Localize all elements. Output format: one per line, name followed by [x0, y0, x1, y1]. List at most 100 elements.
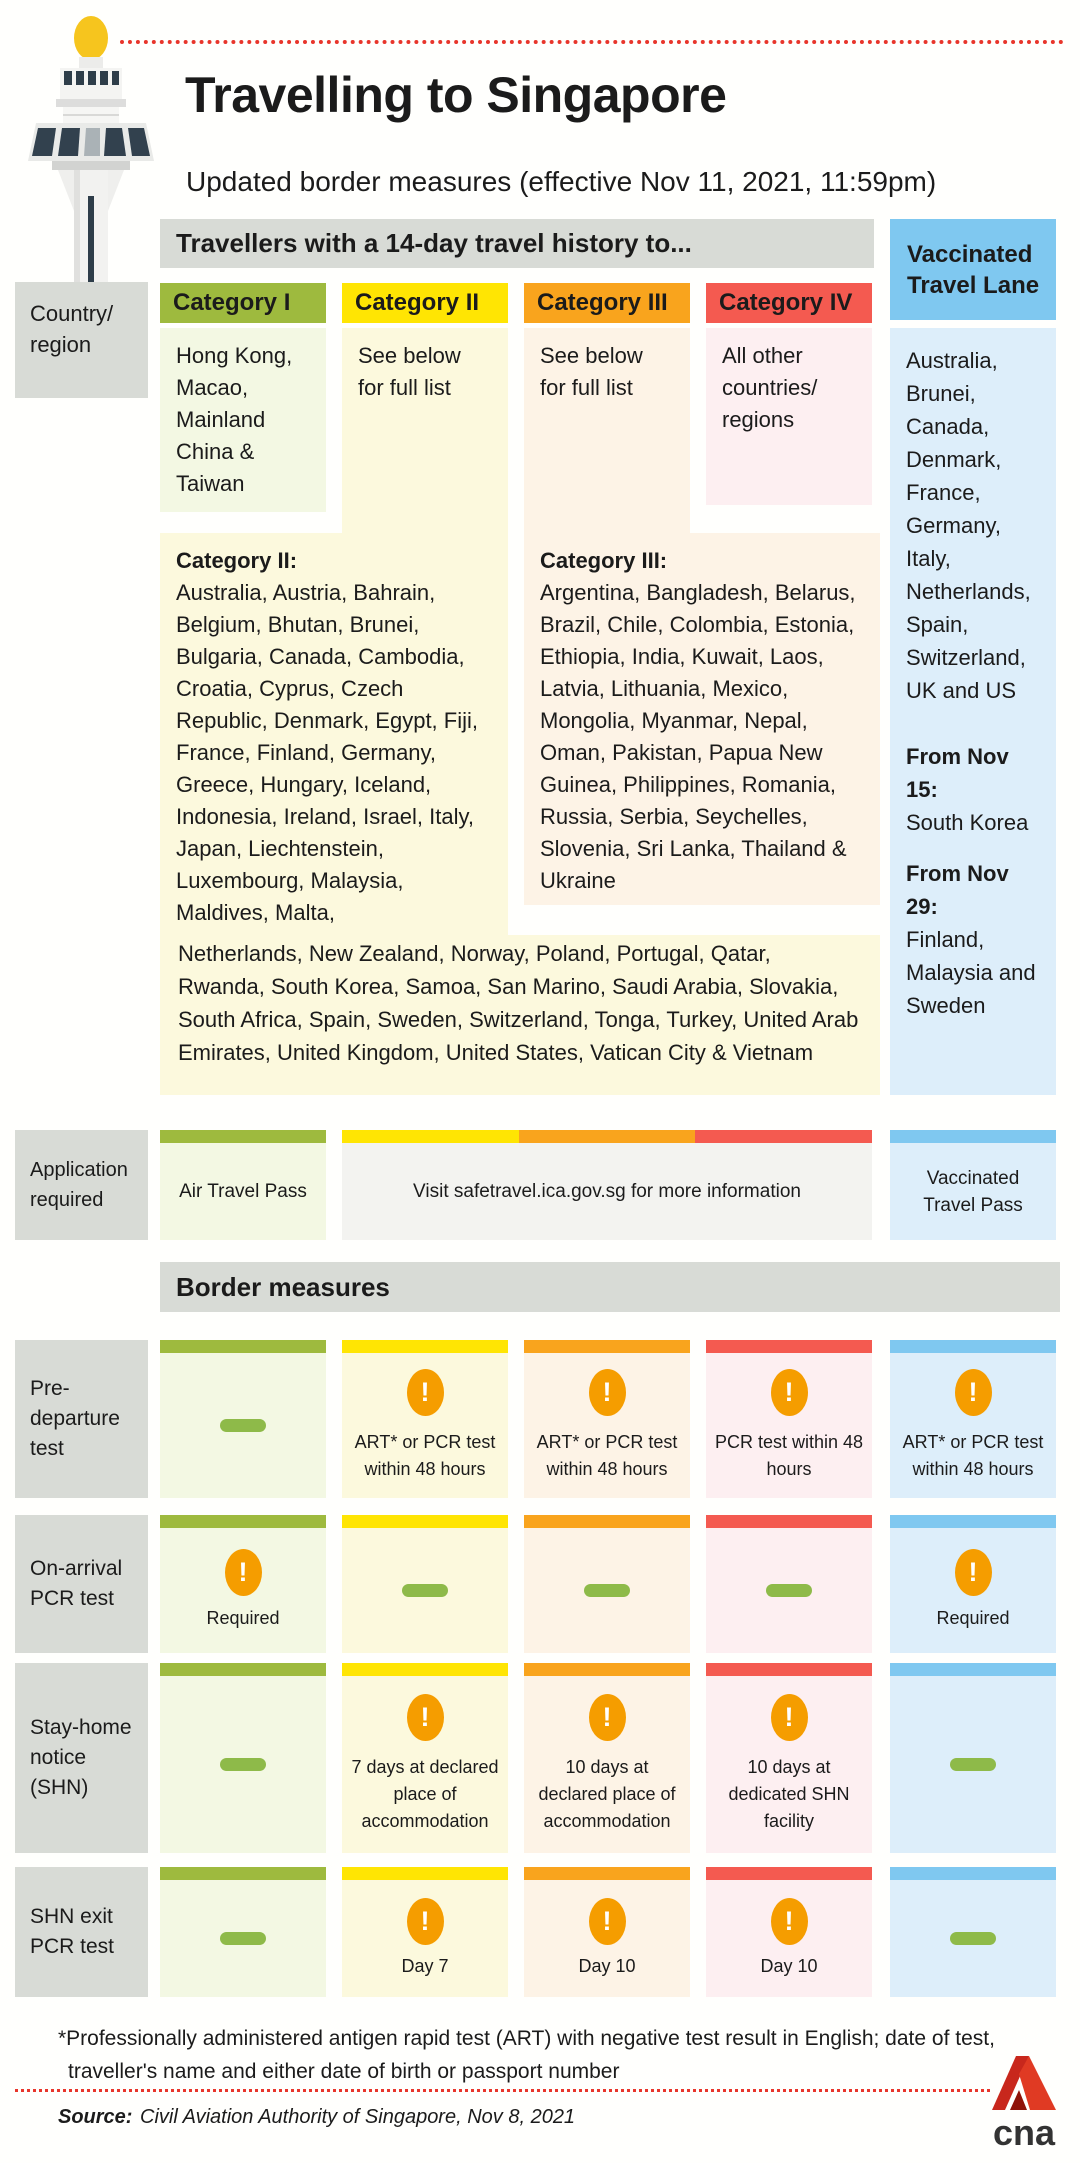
- cell-text: Required: [936, 1608, 1010, 1628]
- row-label: Stay-home notice (SHN): [15, 1663, 148, 1853]
- country-region-label: Country/ region: [15, 282, 148, 398]
- bottom-dotted-divider: [15, 2089, 990, 2092]
- cell-text: Day 10: [578, 1955, 636, 1976]
- measure-row-on-arrival: On-arrival PCR test ! Required ! Require…: [0, 1515, 1080, 1653]
- dash-icon: [950, 1758, 996, 1771]
- cell-top-bar: [160, 1130, 326, 1143]
- dash-icon: [220, 1419, 266, 1432]
- vtl-country-list: Australia, Brunei, Canada, Denmark, Fran…: [906, 348, 1031, 703]
- cell-text: 10 days at declared place of accommodati…: [538, 1757, 676, 1831]
- row-label: On-arrival PCR test: [15, 1515, 148, 1653]
- exclamation-icon: !: [588, 1897, 626, 1945]
- vtl-from-nov15-label: From Nov 15:: [906, 744, 1009, 802]
- vtl-from-nov15-value: South Korea: [906, 810, 1029, 835]
- exclamation-icon: !: [406, 1694, 444, 1741]
- exclamation-icon: !: [224, 1549, 262, 1596]
- dash-icon: [950, 1932, 996, 1945]
- exclamation-icon: !: [406, 1368, 444, 1416]
- dash-icon: [220, 1758, 266, 1771]
- measure-row-shn: Stay-home notice (SHN) ! 7 days at decla…: [0, 1663, 1080, 1853]
- cell-text: Required: [206, 1608, 280, 1628]
- cell-text: Day 7: [401, 1955, 449, 1976]
- measure-cell: [342, 1515, 508, 1653]
- footnote-line1: *Professionally administered antigen rap…: [58, 2027, 995, 2050]
- measure-cell: [160, 1663, 326, 1853]
- exclamation-icon: !: [588, 1694, 626, 1741]
- tower-icon: [28, 16, 154, 284]
- dash-icon: [402, 1584, 448, 1597]
- application-vtl-text: Vaccinated Travel Pass: [923, 1167, 1023, 1216]
- cell-text: 10 days at dedicated SHN facility: [728, 1757, 850, 1831]
- measure-cell: ! ART* or PCR test within 48 hours: [524, 1340, 690, 1498]
- exclamation-icon: !: [770, 1368, 808, 1416]
- measure-cell: [890, 1663, 1056, 1853]
- cell-text: Day 10: [760, 1955, 818, 1976]
- measure-cell: [160, 1340, 326, 1498]
- category-iii-details-list: Argentina, Bangladesh, Belarus, Brazil, …: [540, 580, 856, 893]
- cna-logo: cna: [992, 2056, 1056, 2153]
- application-row-label: Application required: [15, 1130, 148, 1240]
- exclamation-icon: !: [954, 1368, 992, 1416]
- top-dotted-divider: [120, 40, 1064, 44]
- measure-cell: ! Day 7: [342, 1867, 508, 1997]
- category-ii-header: Category II: [342, 283, 508, 323]
- cell-text: ART* or PCR test within 48 hours: [354, 1431, 496, 1479]
- vtl-body: Australia, Brunei, Canada, Denmark, Fran…: [890, 328, 1056, 1095]
- application-cell-cat1: Air Travel Pass: [160, 1130, 326, 1240]
- measure-cell: [706, 1515, 872, 1653]
- row-label: Pre-departure test: [15, 1340, 148, 1498]
- measure-row-pre-departure: Pre-departure test ! ART* or PCR test wi…: [0, 1340, 1080, 1498]
- measure-cell: ! PCR test within 48 hours: [706, 1340, 872, 1498]
- category-i-summary: Hong Kong, Macao, Mainland China & Taiwa…: [160, 328, 326, 512]
- dash-icon: [766, 1584, 812, 1597]
- category-i-header: Category I: [160, 283, 326, 323]
- measure-cell: ! Required: [160, 1515, 326, 1653]
- border-measures-header: Border measures: [160, 1262, 1060, 1312]
- exclamation-icon: !: [770, 1897, 808, 1945]
- exclamation-icon: !: [954, 1549, 992, 1596]
- cell-top-bar: [890, 1130, 1056, 1143]
- category-iii-details: Category III: Argentina, Bangladesh, Bel…: [524, 533, 880, 905]
- category-iv-summary: All other countries/ regions: [706, 328, 872, 505]
- cell-text: PCR test within 48 hours: [714, 1431, 864, 1479]
- measure-cell: ! 7 days at declared place of accommodat…: [342, 1663, 508, 1853]
- source-text: Civil Aviation Authority of Singapore, N…: [140, 2106, 576, 2128]
- category-iii-header: Category III: [524, 283, 690, 323]
- page-subtitle: Updated border measures (effective Nov 1…: [186, 166, 937, 197]
- application-cell-cat2-4: Visit safetravel.ica.gov.sg for more inf…: [342, 1130, 873, 1240]
- measure-cell: ! Required: [890, 1515, 1056, 1653]
- exclamation-icon: !: [588, 1368, 626, 1416]
- dash-icon: [220, 1932, 266, 1945]
- vtl-from-nov29-value: Finland, Malaysia and Sweden: [906, 927, 1036, 1018]
- source-label: Source:: [58, 2106, 133, 2128]
- cna-logo-text: cna: [993, 2112, 1056, 2153]
- category-iii-details-heading: Category III:: [540, 548, 668, 573]
- cell-text: ART* or PCR test within 48 hours: [536, 1431, 678, 1479]
- measure-row-shn-exit: SHN exit PCR test ! Day 7 ! Day 10 ! Day…: [0, 1867, 1080, 1997]
- cell-text: 7 days at declared place of accommodatio…: [351, 1757, 499, 1831]
- category-ii-details-heading: Category II:: [176, 548, 298, 573]
- application-row: Application required Air Travel Pass Vis…: [0, 1130, 1080, 1240]
- page-title: Travelling to Singapore: [185, 67, 727, 123]
- measure-cell: ! ART* or PCR test within 48 hours: [342, 1340, 508, 1498]
- application-cat2-4-text: Visit safetravel.ica.gov.sg for more inf…: [413, 1181, 801, 1202]
- category-ii-summary: See below for full list: [342, 328, 508, 533]
- category-ii-details-continued: Netherlands, New Zealand, Norway, Poland…: [160, 935, 880, 1095]
- measure-cell: [890, 1867, 1056, 1997]
- measure-cell: ! ART* or PCR test within 48 hours: [890, 1340, 1056, 1498]
- application-cat1-text: Air Travel Pass: [179, 1181, 307, 1202]
- category-iv-header: Category IV: [706, 283, 872, 323]
- footnote-line2: traveller's name and either date of birt…: [68, 2060, 620, 2083]
- measure-cell: ! Day 10: [706, 1867, 872, 1997]
- measure-cell: [160, 1867, 326, 1997]
- dash-icon: [584, 1584, 630, 1597]
- cell-top-bar-tricolor: [342, 1130, 873, 1143]
- measure-cell: ! Day 10: [524, 1867, 690, 1997]
- category-ii-details: Category II: Australia, Austria, Bahrain…: [160, 533, 508, 935]
- vtl-from-nov29-label: From Nov 29:: [906, 861, 1009, 919]
- measure-cell: ! 10 days at dedicated SHN facility: [706, 1663, 872, 1853]
- category-ii-details-list: Australia, Austria, Bahrain, Belgium, Bh…: [176, 580, 478, 925]
- cell-text: ART* or PCR test within 48 hours: [902, 1431, 1044, 1479]
- measure-cell: [524, 1515, 690, 1653]
